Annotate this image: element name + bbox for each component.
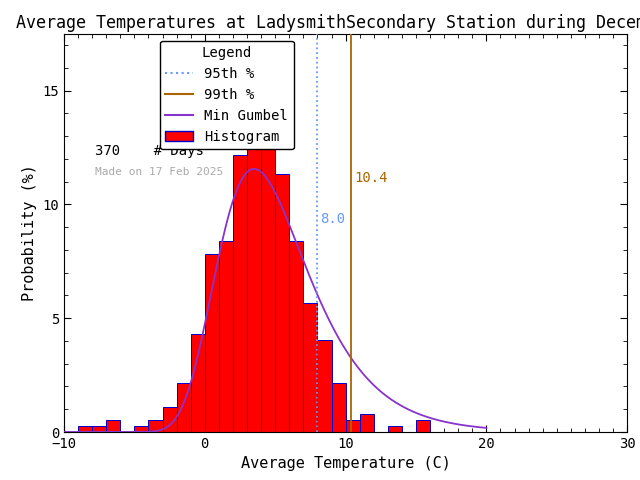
Bar xyxy=(134,426,148,432)
Bar xyxy=(332,383,346,432)
Text: 8.0: 8.0 xyxy=(320,212,346,226)
Bar xyxy=(233,155,247,432)
Bar xyxy=(360,414,374,432)
Bar xyxy=(163,408,177,432)
Bar xyxy=(148,420,163,432)
Bar xyxy=(346,420,360,432)
Legend: 95th %, 99th %, Min Gumbel, Histogram: 95th %, 99th %, Min Gumbel, Histogram xyxy=(160,40,294,149)
Bar xyxy=(177,383,191,432)
Bar xyxy=(247,57,261,432)
Bar xyxy=(78,426,92,432)
Bar xyxy=(416,420,430,432)
Text: 10.4: 10.4 xyxy=(354,170,388,185)
Bar xyxy=(261,149,275,432)
X-axis label: Average Temperature (C): Average Temperature (C) xyxy=(241,456,451,471)
Y-axis label: Probability (%): Probability (%) xyxy=(22,164,37,301)
Text: 370    # Days: 370 # Days xyxy=(95,144,204,158)
Bar xyxy=(219,241,233,432)
Bar xyxy=(191,334,205,432)
Bar xyxy=(106,420,120,432)
Bar xyxy=(275,174,289,432)
Title: Average Temperatures at LadysmithSecondary Station during December: Average Temperatures at LadysmithSeconda… xyxy=(15,14,640,32)
Bar xyxy=(303,303,317,432)
Bar xyxy=(317,340,332,432)
Bar xyxy=(289,241,303,432)
Text: Made on 17 Feb 2025: Made on 17 Feb 2025 xyxy=(95,167,223,177)
Bar xyxy=(92,426,106,432)
Bar xyxy=(205,253,219,432)
Bar xyxy=(388,426,402,432)
